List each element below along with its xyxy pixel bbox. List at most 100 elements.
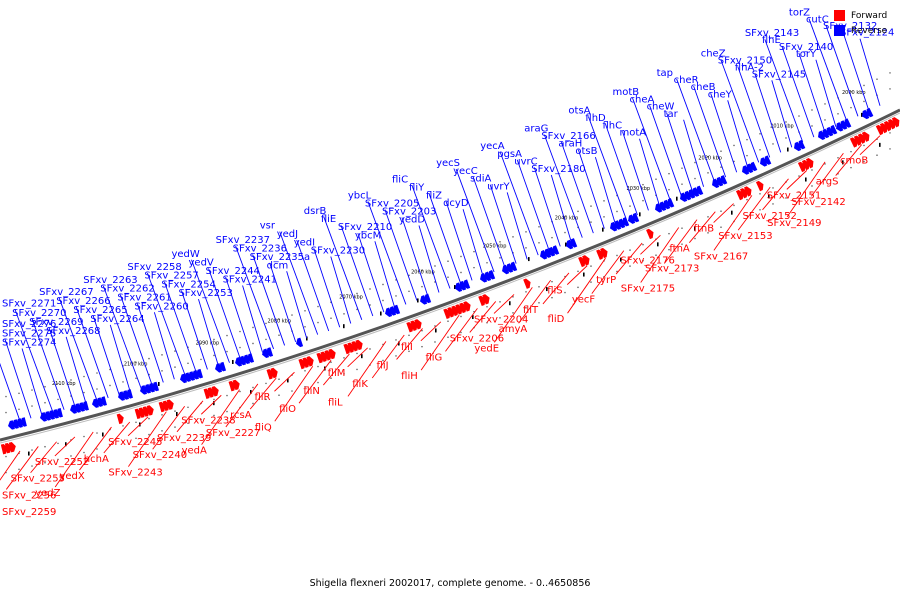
reverse-gene[interactable]	[486, 270, 496, 281]
forward-gene[interactable]	[755, 180, 766, 192]
gene-arrow[interactable]	[8, 441, 17, 453]
gene-label[interactable]: fliY	[409, 182, 425, 193]
gene-arrow[interactable]	[678, 192, 688, 203]
gene-label[interactable]: SFxv_2140	[779, 42, 833, 53]
gene-arrow[interactable]	[328, 348, 337, 360]
gene-arrow[interactable]	[805, 157, 816, 169]
gene-label[interactable]: fliN	[303, 386, 320, 397]
reverse-gene[interactable]	[55, 408, 63, 418]
gene-label[interactable]: SFxv_2276	[2, 319, 56, 330]
reverse-gene[interactable]	[179, 373, 188, 384]
reverse-gene[interactable]	[626, 214, 636, 225]
gene-label[interactable]: dcyD	[443, 198, 469, 209]
gene-arrow[interactable]	[816, 130, 826, 142]
reverse-gene[interactable]	[453, 282, 463, 293]
reverse-gene[interactable]	[864, 107, 874, 119]
gene-arrow[interactable]	[762, 155, 772, 166]
gene-label[interactable]: SFxv_2167	[694, 251, 748, 262]
gene-label[interactable]: cmoB	[840, 156, 868, 167]
gene-label[interactable]: SFxv_2237	[216, 235, 270, 246]
gene-label[interactable]: yecF	[572, 295, 596, 306]
reverse-gene[interactable]	[550, 245, 560, 256]
gene-arrow[interactable]	[265, 347, 274, 357]
gene-label[interactable]: otsB	[575, 146, 597, 157]
gene-arrow[interactable]	[630, 212, 640, 224]
gene-arrow[interactable]	[686, 189, 696, 200]
gene-label[interactable]: amyA	[499, 324, 528, 335]
gene-label[interactable]: SFxv_2240	[133, 450, 187, 461]
reverse-gene[interactable]	[690, 187, 700, 198]
reverse-gene[interactable]	[461, 279, 471, 290]
gene-arrow[interactable]	[758, 157, 768, 168]
gene-label[interactable]: cutC	[806, 14, 829, 25]
forward-gene[interactable]	[463, 300, 472, 312]
gene-label[interactable]: fliJ	[377, 360, 389, 371]
reverse-gene[interactable]	[388, 306, 397, 316]
reverse-gene[interactable]	[139, 385, 147, 395]
gene-label[interactable]: tar	[664, 109, 679, 120]
reverse-gene[interactable]	[834, 122, 844, 133]
gene-label[interactable]: uvrC	[514, 156, 537, 167]
reverse-gene[interactable]	[620, 216, 630, 228]
gene-arrow[interactable]	[861, 130, 872, 142]
reverse-gene[interactable]	[792, 141, 802, 153]
gene-label[interactable]: SFxv_2259	[2, 507, 56, 518]
gene-arrow[interactable]	[608, 221, 618, 233]
reverse-gene[interactable]	[714, 176, 724, 188]
reverse-gene[interactable]	[564, 239, 574, 251]
gene-arrow[interactable]	[121, 390, 129, 400]
reverse-gene[interactable]	[195, 368, 204, 379]
reverse-gene[interactable]	[504, 263, 514, 274]
gene-label[interactable]: SFxv_2243	[108, 468, 162, 479]
gene-label[interactable]: fliQ	[255, 422, 272, 433]
gene-label[interactable]: fliE	[321, 214, 336, 225]
gene-arrow[interactable]	[582, 254, 591, 266]
reverse-gene[interactable]	[19, 417, 27, 427]
gene-arrow[interactable]	[743, 185, 754, 197]
gene-label[interactable]: yecA	[480, 141, 505, 152]
reverse-gene[interactable]	[828, 124, 838, 136]
gene-arrow[interactable]	[740, 165, 750, 176]
reverse-gene[interactable]	[568, 238, 578, 249]
gene-arrow[interactable]	[864, 107, 874, 119]
forward-gene[interactable]	[116, 413, 125, 425]
reverse-gene[interactable]	[261, 348, 270, 359]
gene-label[interactable]: yedJ	[277, 229, 298, 240]
gene-arrow[interactable]	[453, 282, 463, 293]
reverse-gene[interactable]	[418, 295, 428, 305]
gene-label[interactable]: fliZ	[426, 190, 442, 201]
gene-arrow[interactable]	[820, 128, 830, 140]
forward-gene[interactable]	[891, 116, 900, 128]
reverse-gene[interactable]	[748, 161, 758, 173]
gene-arrow[interactable]	[187, 371, 196, 381]
gene-label[interactable]: cheA	[630, 94, 655, 105]
gene-arrow[interactable]	[616, 218, 626, 230]
gene-label[interactable]: cheY	[708, 89, 733, 100]
reverse-gene[interactable]	[682, 190, 692, 202]
gene-label[interactable]: araG	[524, 124, 548, 135]
gene-label[interactable]: SFxv_2245	[108, 437, 162, 448]
gene-label[interactable]: SFxv_2262	[100, 284, 154, 295]
reverse-gene[interactable]	[147, 382, 156, 393]
gene-arrow[interactable]	[125, 389, 133, 399]
gene-label[interactable]: uvrY	[487, 181, 510, 192]
gene-label[interactable]: SFxv_2175	[621, 284, 675, 295]
gene-label[interactable]: SFxv_2152	[743, 211, 797, 222]
reverse-gene[interactable]	[234, 356, 243, 367]
gene-label[interactable]: dcm	[267, 260, 289, 271]
forward-gene[interactable]	[600, 247, 609, 259]
reverse-gene[interactable]	[762, 155, 772, 166]
reverse-gene[interactable]	[295, 337, 304, 348]
reverse-gene[interactable]	[546, 246, 556, 258]
reverse-gene[interactable]	[121, 390, 129, 400]
gene-arrow[interactable]	[151, 381, 160, 392]
gene-arrow[interactable]	[261, 348, 270, 359]
gene-arrow[interactable]	[792, 141, 802, 153]
gene-arrow[interactable]	[384, 307, 393, 318]
gene-arrow[interactable]	[718, 175, 728, 186]
gene-label[interactable]: otsA	[568, 106, 590, 117]
gene-arrow[interactable]	[600, 247, 609, 259]
gene-label[interactable]: SFxv_2176	[620, 255, 674, 266]
gene-label[interactable]: SFxv_2204	[474, 314, 528, 325]
reverse-gene[interactable]	[151, 381, 160, 392]
